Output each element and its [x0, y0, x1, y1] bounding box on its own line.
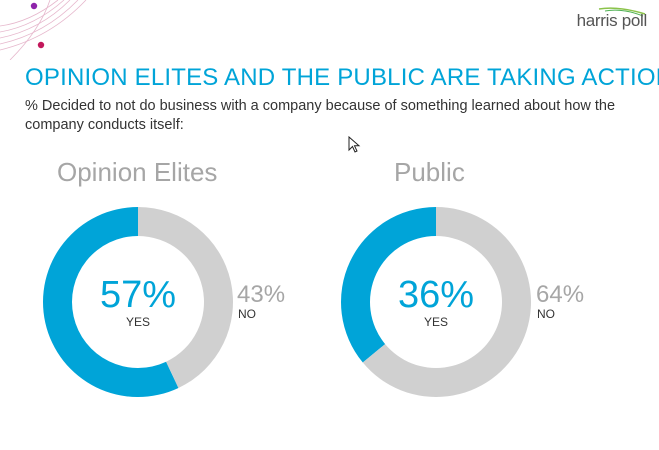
chart-title-public: Public	[394, 157, 465, 187]
no-percentage-value: 43%	[237, 281, 286, 308]
harris-poll-logo	[598, 7, 646, 17]
decorative-arcs-graphic	[0, 0, 87, 60]
donut-slice-no	[138, 207, 233, 388]
no-label: NO	[537, 307, 555, 321]
donut-chart-public	[341, 207, 531, 397]
donut-slice-yes	[43, 207, 179, 397]
yes-percentage-value: 57%	[99, 274, 177, 316]
yes-label: YES	[423, 315, 448, 329]
no-percentage-value: 64%	[536, 281, 585, 308]
donut-slice-no	[362, 207, 531, 397]
yes-label: YES	[125, 315, 150, 329]
logo-text: harris poll	[576, 11, 648, 30]
decorative-dot	[37, 41, 45, 49]
chart-title-opinion-elites: Opinion Elites	[57, 157, 218, 187]
donut-chart-opinion-elites	[43, 207, 233, 397]
mouse-pointer-icon	[348, 136, 361, 153]
yes-percentage-value: 36%	[397, 274, 475, 316]
donut-slice-yes	[341, 207, 436, 363]
page-subtitle: % Decided to not do business with a comp…	[25, 98, 616, 133]
page-title: OPINION ELITES AND THE PUBLIC ARE TAKING…	[25, 64, 659, 91]
no-label: NO	[238, 307, 256, 321]
decorative-dot	[30, 2, 38, 10]
